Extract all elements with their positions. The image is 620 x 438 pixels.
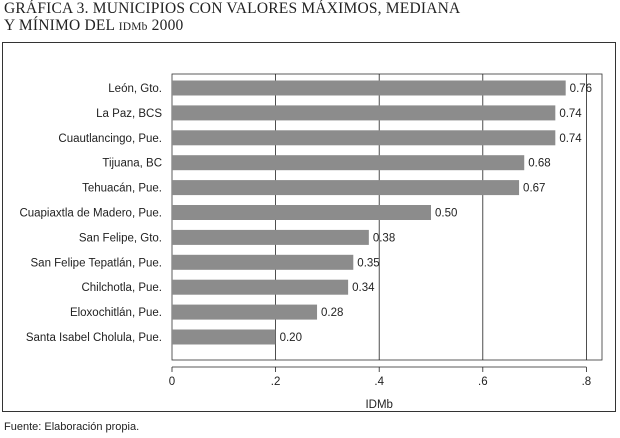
bar: [172, 254, 354, 270]
x-axis-title: IDMb: [365, 399, 392, 411]
title-line2-suffix: 2000: [147, 17, 184, 34]
value-label: 0.28: [321, 307, 343, 319]
chart-title-line1: GRÁFICA 3. MUNICIPIOS CON VALORES MÁXIMO…: [4, 0, 461, 17]
category-label: La Paz, BCS: [96, 108, 162, 120]
bar: [172, 155, 525, 171]
bar: [172, 304, 318, 320]
value-label: 0.74: [559, 133, 582, 145]
x-tick-label: .4: [374, 376, 384, 388]
value-label: 0.67: [523, 183, 545, 195]
value-label: 0.76: [570, 83, 592, 95]
bar: [172, 229, 369, 245]
category-label: San Felipe Tepatlán, Pue.: [31, 257, 163, 269]
bar: [172, 205, 431, 220]
value-label: 0.34: [352, 282, 375, 294]
category-label: Cuapiaxtla de Madero, Pue.: [19, 208, 162, 220]
value-label: 0.38: [373, 232, 395, 244]
chart-title-line2: Y MÍNIMO DEL IDMb 2000: [4, 17, 616, 36]
x-tick-label: .6: [478, 376, 488, 388]
chart-title: GRÁFICA 3. MUNICIPIOS CON VALORES MÁXIMO…: [4, 0, 616, 36]
value-label: 0.50: [435, 208, 457, 220]
x-tick-label: 0: [169, 376, 175, 388]
value-label: 0.35: [357, 257, 379, 269]
category-label: León, Gto.: [108, 83, 162, 95]
x-tick-label: .2: [271, 376, 281, 388]
bar: [172, 279, 349, 295]
bar: [172, 80, 566, 96]
value-label: 0.74: [559, 108, 582, 120]
chart-frame: [2, 42, 616, 412]
category-label: Tijuana, BC: [102, 158, 162, 170]
value-label: 0.68: [528, 158, 550, 170]
x-tick-label: .8: [582, 376, 592, 388]
category-label: Eloxochitlán, Pue.: [70, 307, 162, 319]
source-note: Fuente: Elaboración propia.: [4, 421, 140, 433]
title-line2-prefix: Y MÍNIMO DEL: [4, 17, 119, 34]
bar: [172, 180, 520, 196]
category-label: Santa Isabel Cholula, Pue.: [26, 332, 162, 344]
value-label: 0.20: [280, 332, 302, 344]
category-label: Tehuacán, Pue.: [82, 183, 162, 195]
category-label: San Felipe, Gto.: [79, 232, 162, 244]
title-line2-smallcaps: IDMb: [118, 21, 148, 33]
bar: [172, 105, 556, 121]
category-label: Chilchotla, Pue.: [81, 282, 162, 294]
category-label: Cuautlancingo, Pue.: [58, 133, 162, 145]
bar: [172, 130, 556, 146]
bar: [172, 329, 276, 345]
